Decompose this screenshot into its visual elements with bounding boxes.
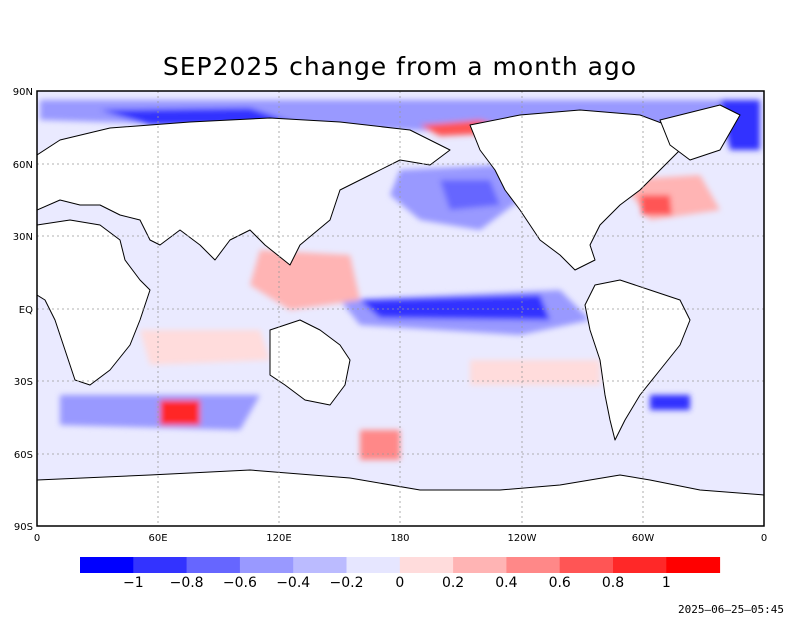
lat-label: 60N	[13, 160, 33, 171]
graticule	[37, 91, 764, 526]
colorbar-swatch	[559, 557, 614, 573]
south-pacific-positive	[470, 360, 600, 385]
southern-indian-positive	[160, 400, 200, 425]
colorbar-tick-label: 0.6	[549, 575, 571, 591]
lon-label: 180	[390, 533, 409, 544]
colorbar-tick-label: −0.2	[330, 575, 364, 591]
lon-label: 120W	[508, 533, 537, 544]
continents	[37, 104, 764, 526]
lat-label: 30N	[13, 232, 33, 243]
antarctica-landmass	[37, 469, 764, 526]
colorbar-tick-label: 0.2	[442, 575, 464, 591]
greenland-landmass	[659, 104, 741, 161]
map-frame	[36, 90, 765, 527]
equatorial-strong-negative	[360, 295, 550, 320]
lon-label: 120E	[266, 533, 291, 544]
north-america-landmass	[469, 109, 681, 271]
lon-label: 0	[761, 533, 767, 544]
lat-label: 90N	[13, 87, 33, 98]
colorbar-swatch	[133, 557, 188, 573]
colorbar-swatch	[399, 557, 454, 573]
colorbar-tick-label: −1	[123, 575, 144, 591]
colorbar-swatch	[80, 557, 134, 573]
lat-label: EQ	[19, 305, 33, 316]
south-indian-positive	[140, 330, 270, 365]
west-pacific-positive	[250, 250, 360, 310]
colorbar-tick-label: 1	[662, 575, 671, 591]
colorbar-tick-label: −0.6	[223, 575, 257, 591]
north-atlantic-core	[640, 195, 672, 215]
colorbar-swatch	[453, 557, 507, 573]
colorbar-tick-label: 0	[395, 575, 404, 591]
timestamp: 2025–06–25–05:45	[678, 603, 784, 616]
colorbar-swatch	[666, 557, 721, 573]
colorbar-swatches	[80, 557, 721, 573]
lon-label: 60E	[148, 533, 167, 544]
colorbar-tick-label: 0.8	[602, 575, 624, 591]
south-atlantic-negative	[650, 395, 690, 410]
colorbar-labels: −1 −0.8 −0.6 −0.4 −0.2 0 0.2 0.4 0.6 0.8 1	[123, 575, 671, 591]
lat-label: 60S	[14, 450, 33, 461]
map-title: SEP2025 change from a month ago	[162, 52, 638, 81]
lon-label: 60W	[632, 533, 655, 544]
colorbar-swatch	[186, 557, 241, 573]
eurasia-landmass	[37, 117, 451, 266]
south-america-landmass	[584, 279, 691, 441]
colorbar-tick-label: 0.4	[495, 575, 517, 591]
colorbar-swatch	[239, 557, 294, 573]
lat-label: 90S	[14, 522, 33, 533]
australia-landmass	[269, 319, 351, 406]
africa-landmass	[37, 219, 151, 386]
tasman-positive	[360, 430, 400, 460]
lon-label: 0	[34, 533, 40, 544]
lat-label: 30S	[14, 377, 33, 388]
colorbar-swatch	[613, 557, 667, 573]
colorbar-swatch	[293, 557, 347, 573]
colorbar-swatch	[506, 557, 561, 573]
colorbar-tick-label: −0.8	[170, 575, 204, 591]
colorbar-tick-label: −0.4	[276, 575, 310, 591]
north-pacific-core	[440, 180, 500, 210]
colorbar-swatch	[346, 557, 401, 573]
